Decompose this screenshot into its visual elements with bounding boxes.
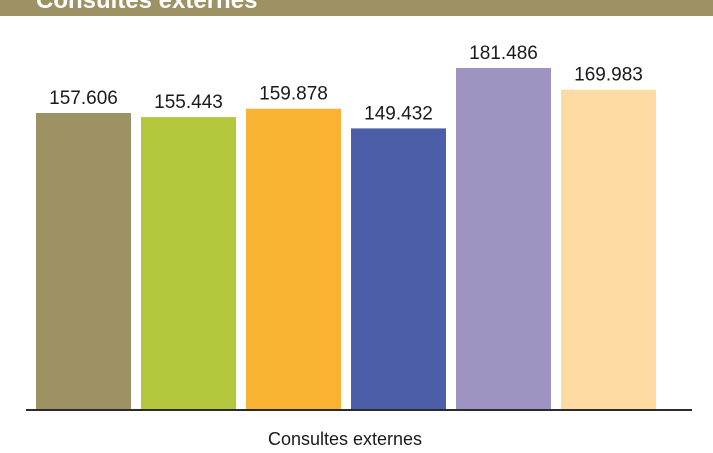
- value-label-1: 157.606: [49, 88, 118, 109]
- bar-6: [561, 89, 656, 410]
- x-axis-title: Consultes externes: [268, 429, 422, 449]
- value-labels-group: 157.606 155.443 159.878 149.432 181.486 169.9…: [49, 43, 643, 124]
- bar-3: [246, 108, 341, 410]
- value-label-4: 149.432: [364, 103, 433, 124]
- bars-group: [36, 68, 656, 411]
- chart-header-title: Consultes externes: [36, 0, 258, 14]
- value-label-6: 169.983: [574, 65, 643, 86]
- bar-1: [36, 113, 131, 411]
- bar-2: [141, 117, 236, 411]
- value-label-2: 155.443: [154, 92, 223, 113]
- value-label-5: 181.486: [469, 43, 538, 64]
- header-band: Consultes externes: [0, 0, 713, 16]
- bar-5: [456, 68, 551, 410]
- value-label-3: 159.878: [259, 84, 328, 105]
- bar-4: [351, 128, 446, 410]
